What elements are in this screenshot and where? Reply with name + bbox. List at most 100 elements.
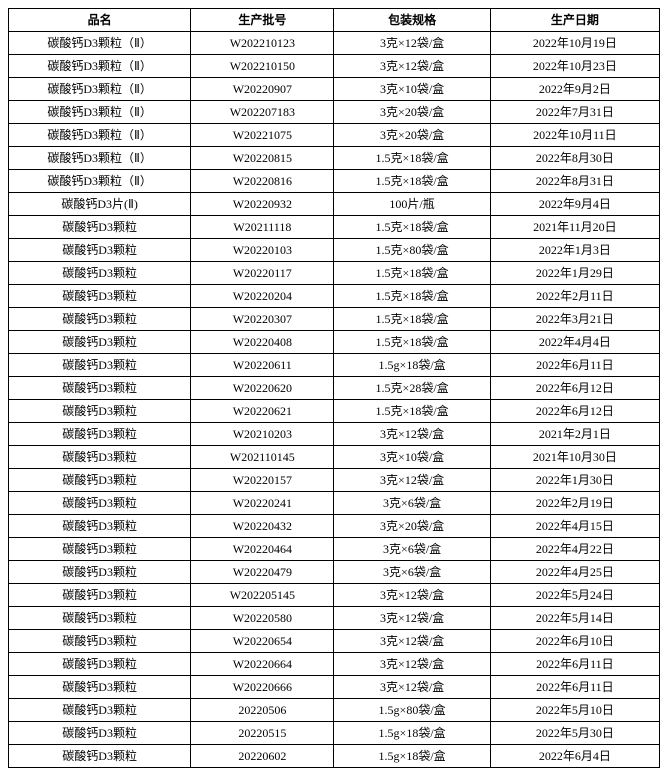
table-cell: 2022年9月4日 [490, 193, 659, 216]
table-cell: W20220816 [191, 170, 334, 193]
table-cell: W20220103 [191, 239, 334, 262]
table-cell: 20220602 [191, 745, 334, 768]
col-header-date: 生产日期 [490, 9, 659, 32]
table-cell: 碳酸钙D3颗粒 [9, 400, 191, 423]
table-cell: 2021年2月1日 [490, 423, 659, 446]
table-row: 碳酸钙D3颗粒（Ⅱ）W202210753克×20袋/盒2022年10月11日 [9, 124, 660, 147]
table-cell: 碳酸钙D3颗粒 [9, 653, 191, 676]
table-cell: 1.5克×80袋/盒 [334, 239, 490, 262]
table-cell: 1.5克×28袋/盒 [334, 377, 490, 400]
table-cell: 1.5克×18袋/盒 [334, 216, 490, 239]
table-cell: 碳酸钙D3颗粒 [9, 745, 191, 768]
table-cell: 2021年11月20日 [490, 216, 659, 239]
table-cell: 2022年6月10日 [490, 630, 659, 653]
table-cell: 碳酸钙D3颗粒 [9, 331, 191, 354]
table-cell: 2022年6月11日 [490, 354, 659, 377]
table-row: 碳酸钙D3颗粒W202111181.5克×18袋/盒2021年11月20日 [9, 216, 660, 239]
table-cell: 碳酸钙D3颗粒 [9, 239, 191, 262]
table-cell: 2022年10月19日 [490, 32, 659, 55]
table-cell: 碳酸钙D3颗粒（Ⅱ） [9, 124, 191, 147]
table-cell: W20220241 [191, 492, 334, 515]
col-header-name: 品名 [9, 9, 191, 32]
table-cell: 3克×12袋/盒 [334, 55, 490, 78]
table-cell: W202110145 [191, 446, 334, 469]
table-cell: W202207183 [191, 101, 334, 124]
table-cell: 20220506 [191, 699, 334, 722]
table-row: 碳酸钙D3颗粒W202205803克×12袋/盒2022年5月14日 [9, 607, 660, 630]
table-cell: 2022年7月31日 [490, 101, 659, 124]
table-cell: 3克×12袋/盒 [334, 469, 490, 492]
table-cell: 1.5克×18袋/盒 [334, 285, 490, 308]
table-row: 碳酸钙D3颗粒W2022051453克×12袋/盒2022年5月24日 [9, 584, 660, 607]
table-row: 碳酸钙D3颗粒W202202041.5克×18袋/盒2022年2月11日 [9, 285, 660, 308]
table-cell: W20220815 [191, 147, 334, 170]
product-table: 品名 生产批号 包装规格 生产日期 碳酸钙D3颗粒（Ⅱ）W2022101233克… [8, 8, 660, 768]
table-cell: 2022年10月23日 [490, 55, 659, 78]
table-row: 碳酸钙D3颗粒W202206663克×12袋/盒2022年6月11日 [9, 676, 660, 699]
table-cell: W20220621 [191, 400, 334, 423]
table-cell: 1.5克×18袋/盒 [334, 170, 490, 193]
table-header: 品名 生产批号 包装规格 生产日期 [9, 9, 660, 32]
table-cell: 碳酸钙D3颗粒 [9, 377, 191, 400]
table-row: 碳酸钙D3颗粒W202206201.5克×28袋/盒2022年6月12日 [9, 377, 660, 400]
table-cell: 碳酸钙D3颗粒 [9, 515, 191, 538]
table-cell: 2022年6月12日 [490, 377, 659, 400]
table-cell: 碳酸钙D3颗粒（Ⅱ） [9, 32, 191, 55]
table-row: 碳酸钙D3颗粒W202204643克×6袋/盒2022年4月22日 [9, 538, 660, 561]
table-cell: 3克×12袋/盒 [334, 584, 490, 607]
table-cell: W20220654 [191, 630, 334, 653]
table-row: 碳酸钙D3片(Ⅱ)W20220932100片/瓶2022年9月4日 [9, 193, 660, 216]
table-row: 碳酸钙D3颗粒W202204081.5克×18袋/盒2022年4月4日 [9, 331, 660, 354]
table-cell: W20220932 [191, 193, 334, 216]
table-cell: 碳酸钙D3颗粒 [9, 538, 191, 561]
table-row: 碳酸钙D3颗粒W202102033克×12袋/盒2021年2月1日 [9, 423, 660, 446]
table-cell: 2022年6月11日 [490, 653, 659, 676]
table-row: 碳酸钙D3颗粒202205151.5g×18袋/盒2022年5月30日 [9, 722, 660, 745]
table-cell: W20220408 [191, 331, 334, 354]
table-row: 碳酸钙D3颗粒W2021101453克×10袋/盒2021年10月30日 [9, 446, 660, 469]
table-cell: 碳酸钙D3颗粒（Ⅱ） [9, 78, 191, 101]
table-row: 碳酸钙D3颗粒W202201171.5克×18袋/盒2022年1月29日 [9, 262, 660, 285]
table-row: 碳酸钙D3颗粒W202203071.5克×18袋/盒2022年3月21日 [9, 308, 660, 331]
table-cell: W20220620 [191, 377, 334, 400]
table-cell: W202210123 [191, 32, 334, 55]
table-cell: 2021年10月30日 [490, 446, 659, 469]
table-cell: 碳酸钙D3片(Ⅱ) [9, 193, 191, 216]
table-cell: 2022年5月30日 [490, 722, 659, 745]
table-cell: 1.5g×80袋/盒 [334, 699, 490, 722]
table-cell: W20220666 [191, 676, 334, 699]
table-row: 碳酸钙D3颗粒（Ⅱ）W202208151.5克×18袋/盒2022年8月30日 [9, 147, 660, 170]
table-cell: 2022年9月2日 [490, 78, 659, 101]
table-row: 碳酸钙D3颗粒W202201031.5克×80袋/盒2022年1月3日 [9, 239, 660, 262]
table-row: 碳酸钙D3颗粒（Ⅱ）W202209073克×10袋/盒2022年9月2日 [9, 78, 660, 101]
table-cell: W20220464 [191, 538, 334, 561]
table-cell: W20211118 [191, 216, 334, 239]
table-cell: 碳酸钙D3颗粒 [9, 699, 191, 722]
table-cell: 3克×12袋/盒 [334, 630, 490, 653]
table-cell: 3克×10袋/盒 [334, 78, 490, 101]
table-row: 碳酸钙D3颗粒W202201573克×12袋/盒2022年1月30日 [9, 469, 660, 492]
table-cell: W20220580 [191, 607, 334, 630]
table-cell: 2022年1月3日 [490, 239, 659, 262]
table-cell: 3克×12袋/盒 [334, 653, 490, 676]
table-cell: 3克×20袋/盒 [334, 101, 490, 124]
table-cell: 碳酸钙D3颗粒（Ⅱ） [9, 101, 191, 124]
table-cell: 2022年3月21日 [490, 308, 659, 331]
table-cell: 2022年1月30日 [490, 469, 659, 492]
table-cell: W20220479 [191, 561, 334, 584]
table-cell: 碳酸钙D3颗粒 [9, 446, 191, 469]
table-row: 碳酸钙D3颗粒W202202413克×6袋/盒2022年2月19日 [9, 492, 660, 515]
table-cell: 碳酸钙D3颗粒 [9, 630, 191, 653]
col-header-batch: 生产批号 [191, 9, 334, 32]
table-cell: 2022年4月15日 [490, 515, 659, 538]
table-cell: 3克×12袋/盒 [334, 423, 490, 446]
table-cell: 2022年6月12日 [490, 400, 659, 423]
table-cell: 3克×6袋/盒 [334, 538, 490, 561]
table-row: 碳酸钙D3颗粒W202206211.5克×18袋/盒2022年6月12日 [9, 400, 660, 423]
table-cell: 1.5克×18袋/盒 [334, 308, 490, 331]
table-cell: 碳酸钙D3颗粒 [9, 607, 191, 630]
table-cell: 1.5g×18袋/盒 [334, 354, 490, 377]
table-cell: 1.5g×18袋/盒 [334, 745, 490, 768]
table-cell: 2022年6月4日 [490, 745, 659, 768]
table-cell: 碳酸钙D3颗粒 [9, 354, 191, 377]
